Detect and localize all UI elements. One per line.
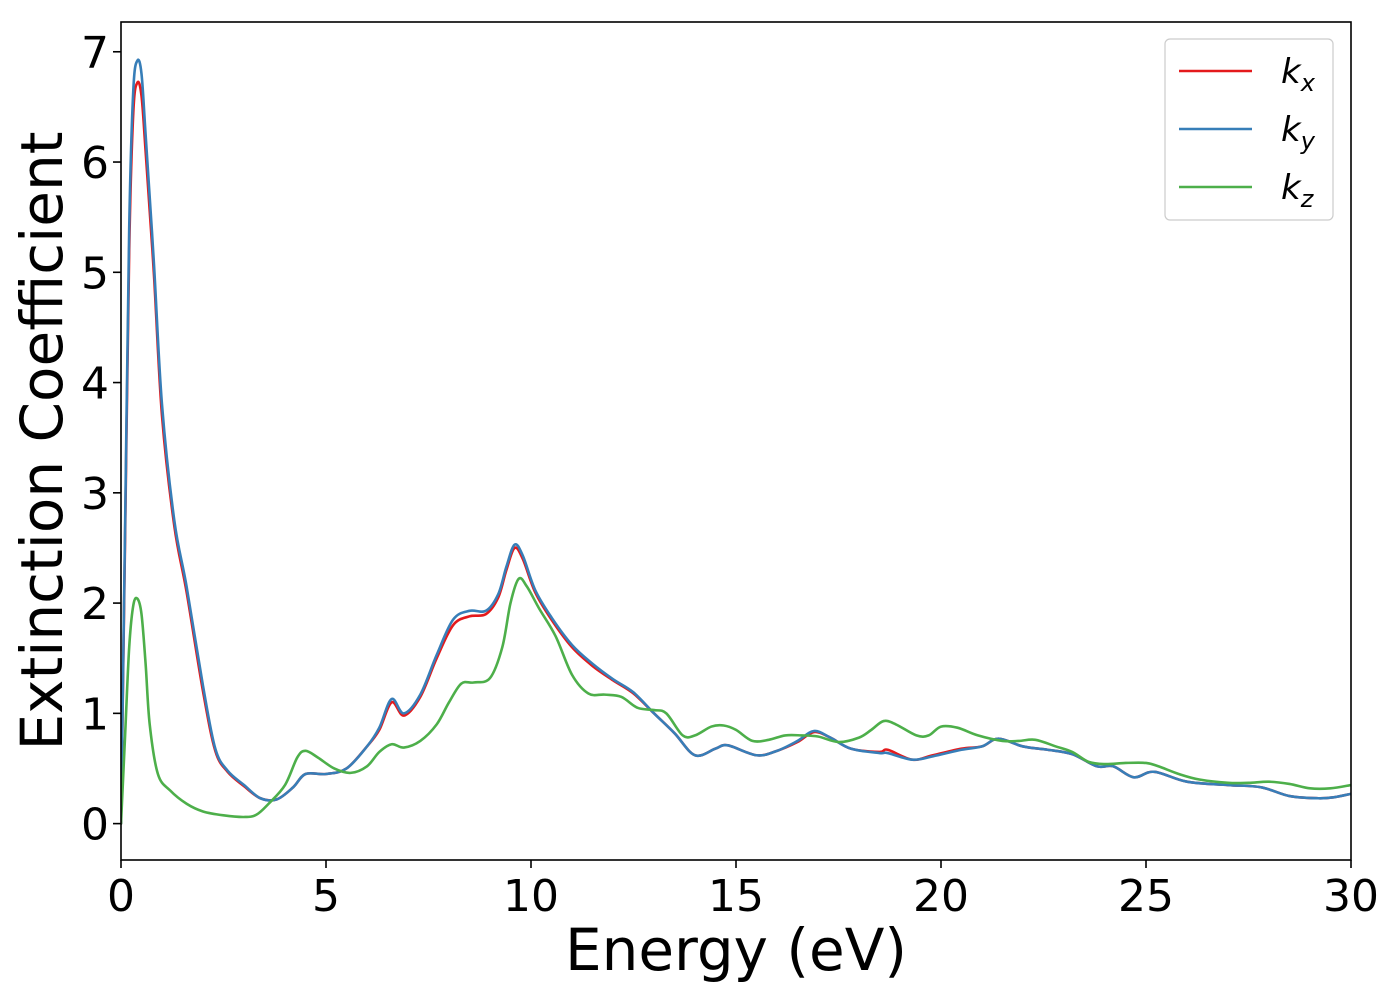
series-line-kz bbox=[121, 576, 1351, 825]
x-tick-label: 10 bbox=[503, 871, 559, 922]
x-axis-title: Energy (eV) bbox=[565, 916, 907, 984]
y-axis-title: Extinction Coefficient bbox=[8, 132, 76, 751]
series-layer bbox=[121, 58, 1351, 825]
y-tick-label: 0 bbox=[81, 800, 109, 851]
x-tick-label: 15 bbox=[708, 871, 764, 922]
y-axis: 0 1 2 3 4 5 6 7 bbox=[81, 28, 121, 851]
legend-label-ky: ky bbox=[1281, 110, 1316, 155]
y-tick-label: 5 bbox=[81, 248, 109, 299]
y-tick-label: 3 bbox=[81, 469, 109, 520]
legend-label-kx: kx bbox=[1281, 52, 1316, 97]
x-tick-label: 25 bbox=[1118, 871, 1174, 922]
x-tick-label: 20 bbox=[913, 871, 969, 922]
x-tick-label: 30 bbox=[1323, 871, 1379, 922]
y-tick-label: 2 bbox=[81, 579, 109, 630]
legend-label-kz: kz bbox=[1281, 168, 1315, 213]
x-tick-label: 5 bbox=[312, 871, 340, 922]
x-tick-label: 0 bbox=[107, 871, 135, 922]
legend: kx ky kz bbox=[1164, 38, 1334, 221]
y-tick-label: 6 bbox=[81, 138, 109, 189]
series-line-ky bbox=[121, 58, 1351, 825]
y-tick-label: 1 bbox=[81, 689, 109, 740]
y-tick-label: 4 bbox=[81, 359, 109, 410]
x-axis: 0 5 10 15 20 25 30 bbox=[107, 860, 1379, 922]
y-tick-label: 7 bbox=[81, 28, 109, 79]
